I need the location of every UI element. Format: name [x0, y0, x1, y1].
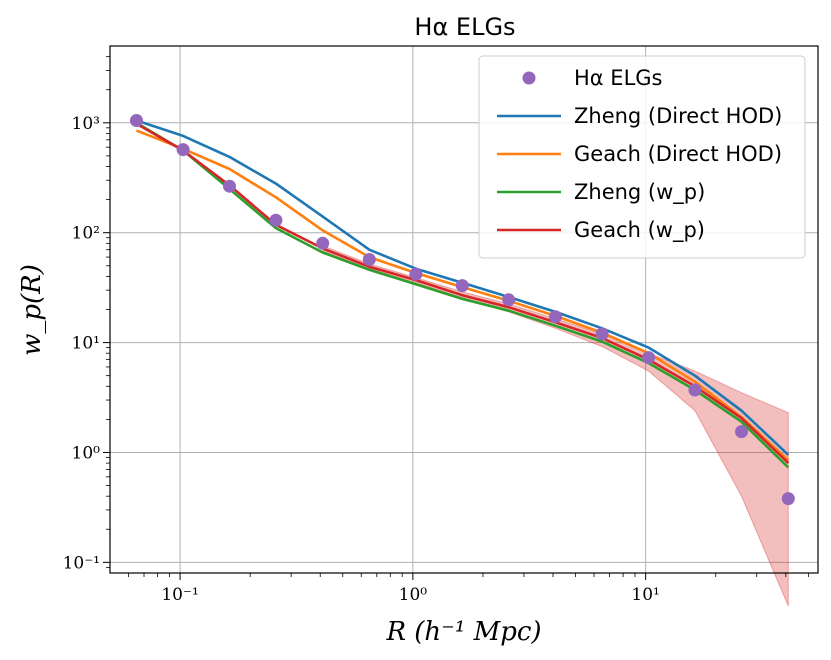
- y-tick-label: 10²: [72, 224, 100, 244]
- data-point: [130, 114, 143, 127]
- legend-box: [478, 55, 806, 259]
- legend-label: Geach (Direct HOD): [574, 142, 782, 166]
- legend-label: Hα ELGs: [574, 66, 663, 90]
- y-tick-label: 10⁻¹: [63, 553, 100, 573]
- data-point: [409, 267, 423, 281]
- data-point: [735, 425, 748, 439]
- legend-label: Geach (w_p): [574, 218, 705, 243]
- x-tick-label: 10¹: [631, 585, 659, 605]
- data-point: [781, 492, 795, 506]
- data-point: [223, 179, 236, 193]
- data-point: [688, 383, 702, 397]
- data-point: [316, 236, 330, 250]
- data-point: [642, 351, 656, 365]
- data-point: [455, 279, 469, 293]
- axis-ticks: 10⁻¹ 10⁰ 10¹ 10⁻¹ 10⁰ 10¹ 10² 10³: [63, 56, 809, 605]
- x-tick-label: 10⁻¹: [161, 585, 198, 605]
- legend-marker: [522, 71, 536, 85]
- data-points: [130, 114, 795, 506]
- data-point: [269, 213, 283, 227]
- error-band-area: [322, 245, 789, 607]
- legend-label: Zheng (w_p): [574, 180, 705, 205]
- x-axis-label: R (h⁻¹ Mpc): [385, 617, 541, 647]
- y-tick-label: 10¹: [72, 334, 100, 354]
- chart-title: Hα ELGs: [414, 13, 515, 41]
- data-point: [549, 310, 562, 324]
- data-point: [176, 143, 190, 157]
- y-tick-label: 10⁰: [72, 443, 101, 463]
- series-line: [135, 122, 790, 465]
- legend: Hα ELGs Zheng (Direct HOD) Geach (Direct H…: [478, 55, 806, 259]
- error-band: [322, 245, 789, 607]
- y-tick-label: 10³: [72, 114, 100, 134]
- x-tick-label: 10⁰: [399, 585, 428, 605]
- data-point: [595, 327, 609, 341]
- series-line: [135, 121, 790, 469]
- data-point: [362, 253, 376, 266]
- y-axis-label: w_p(R): [17, 264, 47, 356]
- data-point: [502, 293, 516, 307]
- legend-label: Zheng (Direct HOD): [574, 104, 782, 128]
